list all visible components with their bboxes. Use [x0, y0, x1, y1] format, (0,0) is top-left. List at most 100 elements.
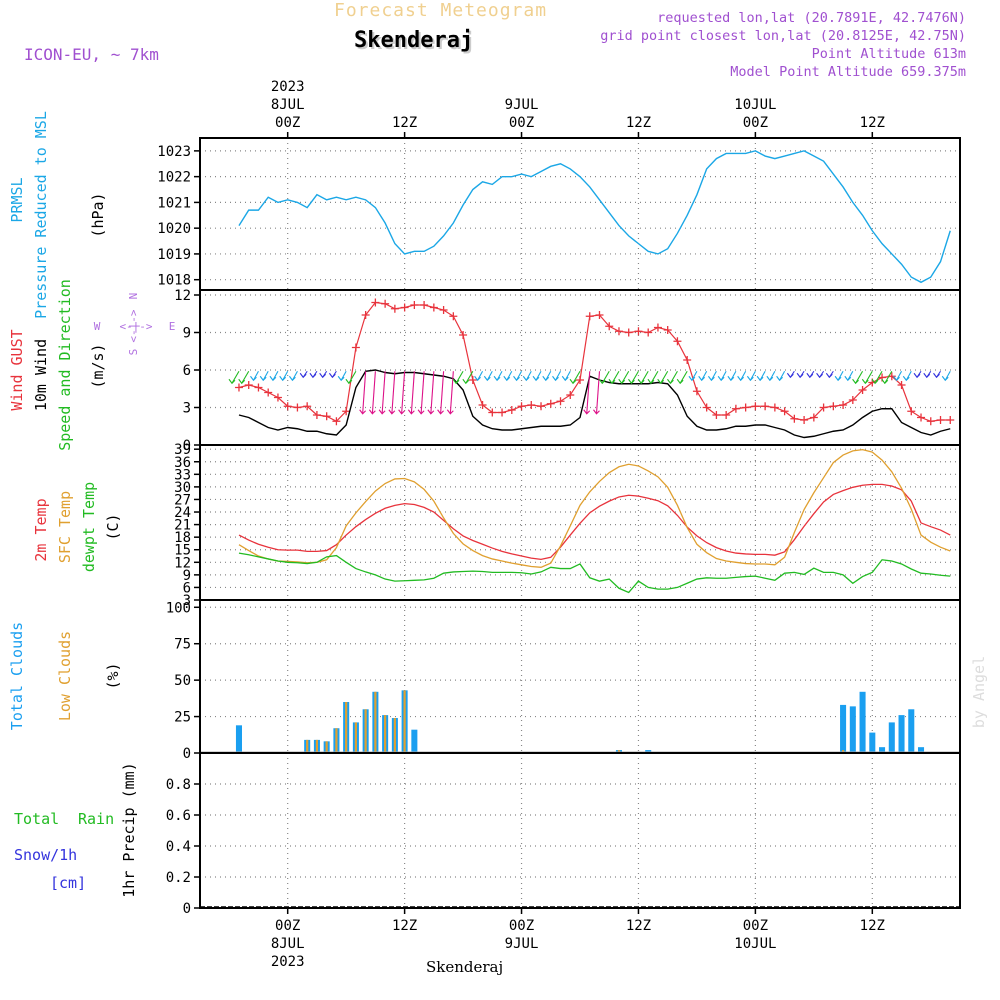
- wind-direction-arrow: [381, 371, 386, 414]
- wind-direction-arrow: [874, 370, 883, 384]
- wind-gust-point: [234, 383, 243, 392]
- wind-direction-arrowhead: [698, 375, 706, 382]
- wind-gust-point: [449, 312, 458, 321]
- wind-gust-point: [605, 322, 614, 331]
- compass-west: W: [94, 320, 101, 333]
- wind-direction-arrowhead: [532, 375, 540, 382]
- wind-direction-arrowhead: [825, 372, 833, 379]
- low-cloud-bar: [345, 702, 348, 753]
- temp-ytick-label: 36: [174, 455, 191, 471]
- wind-gust-point: [917, 413, 926, 422]
- wind-gust-point: [809, 413, 818, 422]
- wind-gust-point: [566, 391, 575, 399]
- wind-gust-point: [264, 388, 273, 397]
- wind-direction-arrow: [455, 370, 464, 384]
- compass-arrows-vertical: <-|->: [127, 309, 140, 342]
- pressure-ytick-label: 1020: [157, 221, 191, 237]
- top-time-label: 2023: [271, 79, 305, 95]
- wind-gust-point: [478, 401, 487, 409]
- bottom-time-label: 2023: [271, 954, 305, 970]
- pressure-frame: [199, 137, 961, 291]
- wind-ytick-label: 0: [183, 438, 191, 454]
- top-time-label: 00Z: [509, 115, 534, 131]
- wind-direction-arrow: [362, 371, 367, 414]
- low-cloud-bar: [374, 691, 377, 753]
- wind-frame: [199, 289, 961, 446]
- wind-gust-point: [770, 403, 779, 412]
- wind-gust-point: [702, 403, 711, 412]
- wind-gust-point: [361, 311, 370, 319]
- bottom-time-label: 00Z: [509, 918, 534, 934]
- top-time-label: 00Z: [743, 115, 768, 131]
- wind-direction-arrowhead: [881, 378, 889, 385]
- wind-direction-arrow: [621, 370, 630, 384]
- temp-ytick-label: 21: [174, 518, 191, 534]
- precip-ytick-label: 0: [183, 901, 191, 917]
- precip-ytick-label: 0.6: [166, 808, 191, 824]
- total-cloud-bar: [908, 709, 915, 753]
- wind-direction-arrowhead: [806, 372, 814, 379]
- wind-gust-point: [342, 407, 351, 416]
- wind-direction-arrow: [640, 370, 649, 384]
- wind-gust-point: [556, 397, 565, 406]
- wind-gust-point: [254, 383, 263, 392]
- wind-direction-arrowhead: [834, 375, 842, 382]
- wind-direction-arrowhead: [427, 409, 435, 415]
- wind-gust-point: [751, 402, 760, 411]
- top-time-label: 00Z: [275, 115, 300, 131]
- wind-gust-point: [439, 306, 448, 314]
- wind-direction-arrowhead: [250, 375, 257, 382]
- wind-direction-arrow: [611, 370, 620, 384]
- temp-dewpoint-line: [238, 552, 951, 594]
- clouds-ytick-label: 100: [166, 600, 191, 616]
- wind-gust-point: [400, 303, 409, 312]
- wind-direction-arrowhead: [893, 375, 900, 382]
- temp-label-2m: 2m Temp: [32, 498, 50, 561]
- low-cloud-bar: [315, 739, 319, 753]
- wind-direction-arrowhead: [503, 375, 511, 382]
- clouds-label-low: Low Clouds: [56, 631, 74, 721]
- wind-direction-arrowhead: [598, 378, 606, 385]
- wind-direction-arrow: [630, 370, 639, 384]
- pressure-line: [238, 150, 951, 284]
- wind-direction-arrowhead: [279, 375, 287, 382]
- wind-gust-point: [653, 323, 662, 332]
- wind-direction-arrow: [601, 370, 610, 384]
- wind-direction-arrowhead: [542, 375, 550, 382]
- wind-direction-arrow: [650, 370, 659, 384]
- low-cloud-bar: [306, 739, 309, 753]
- temp-ytick-label: 15: [174, 543, 191, 559]
- wind-direction-arrowhead: [786, 372, 794, 379]
- wind-gust-point: [839, 401, 848, 409]
- wind-direction-arrow: [669, 370, 678, 384]
- wind-direction-arrowhead: [608, 378, 616, 385]
- wind-direction-arrowhead: [933, 372, 940, 379]
- top-time-label: 10JUL: [734, 97, 776, 113]
- wind-gust-point: [507, 406, 516, 414]
- wind-label-direction: Speed and Direction: [56, 279, 74, 451]
- wind-gust-point: [429, 303, 438, 312]
- wind-direction-arrowhead: [816, 372, 823, 379]
- temp-ytick-label: 9: [183, 568, 191, 584]
- pressure-unit-label: (hPa): [89, 192, 107, 237]
- wind-direction-arrowhead: [844, 375, 852, 382]
- model-label: ICON-EU, ~ 7km: [24, 45, 159, 64]
- wind-direction-arrowhead: [259, 375, 267, 382]
- precip-label-snow: Snow/1h: [14, 846, 77, 864]
- wind-direction-arrow: [586, 371, 591, 414]
- wind-gust-point: [312, 411, 321, 419]
- wind-direction-arrowhead: [707, 375, 715, 382]
- wind-gust-point: [303, 402, 312, 411]
- temp-label-dewpoint: dewpt Temp: [80, 482, 98, 572]
- temp-ytick-label: 18: [174, 530, 191, 546]
- bottom-time-label: 12Z: [860, 918, 885, 934]
- wind-direction-arrowhead: [345, 378, 353, 385]
- wind-ytick-label: 12: [174, 288, 191, 304]
- low-cloud-bar: [335, 728, 338, 753]
- wind-direction-arrowhead: [299, 372, 307, 379]
- clouds-ytick-label: 50: [174, 673, 191, 689]
- wind-direction-arrowhead: [746, 375, 754, 382]
- wind-direction-arrowhead: [388, 409, 396, 415]
- total-cloud-bar: [918, 747, 925, 753]
- precip-ytick-label: 0.8: [166, 777, 191, 793]
